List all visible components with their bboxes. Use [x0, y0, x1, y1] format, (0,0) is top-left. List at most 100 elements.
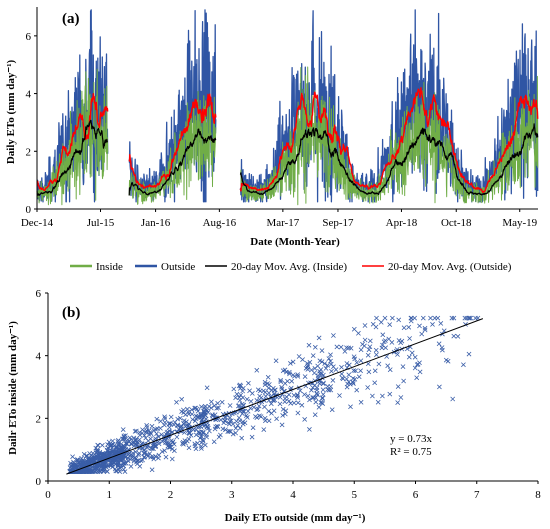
- scatter-point: [169, 446, 175, 452]
- scatter-point: [147, 451, 153, 456]
- scatter-point: [280, 413, 286, 418]
- scatter-point: [204, 432, 209, 438]
- scatter-point: [295, 393, 300, 399]
- scatter-point: [199, 440, 204, 446]
- scatter-point: [104, 469, 110, 474]
- scatter-point: [239, 435, 245, 441]
- scatter-point: [312, 412, 318, 418]
- scatter-point: [310, 395, 315, 401]
- scatter-point: [437, 384, 442, 390]
- scatter-point: [380, 342, 385, 348]
- scatter-point: [72, 462, 77, 468]
- scatter-point: [255, 387, 261, 393]
- scatter-point: [305, 393, 311, 399]
- scatter-point: [320, 396, 325, 401]
- scatter-point: [189, 407, 195, 413]
- scatter-point: [227, 415, 233, 420]
- scatter-point: [81, 451, 87, 457]
- scatter-point: [248, 399, 254, 404]
- scatter-point: [317, 368, 322, 374]
- scatter-point: [417, 323, 422, 329]
- scatter-point: [320, 387, 326, 393]
- scatter-point: [120, 456, 126, 462]
- panel-b-label: (b): [62, 305, 80, 321]
- scatter-point: [262, 415, 268, 421]
- panel-a-series: [36, 9, 539, 206]
- outside-moving-average-line-segment-3: [239, 87, 539, 193]
- scatter-point: [328, 384, 334, 389]
- scatter-point: [296, 354, 302, 359]
- scatter-point: [231, 386, 237, 392]
- scatter-point: [137, 430, 143, 435]
- scatter-point: [125, 458, 131, 464]
- scatter-point: [219, 399, 225, 405]
- scatter-point: [283, 408, 289, 414]
- scatter-point: [199, 434, 205, 440]
- scatter-point: [174, 399, 179, 405]
- scatter-point: [396, 317, 402, 323]
- scatter-point: [380, 332, 386, 338]
- scatter-point: [352, 376, 358, 382]
- scatter-point: [141, 454, 147, 460]
- scatter-point: [244, 396, 250, 402]
- scatter-point: [299, 402, 305, 408]
- scatter-point: [152, 441, 158, 447]
- scatter-point: [199, 417, 205, 423]
- scatter-point: [151, 456, 157, 462]
- scatter-point: [208, 405, 214, 411]
- scatter-point: [290, 359, 296, 365]
- scatter-point: [181, 418, 187, 423]
- scatter-point: [386, 336, 392, 342]
- scatter-point: [84, 466, 90, 472]
- scatter-point: [295, 395, 300, 400]
- scatter-point: [339, 371, 345, 377]
- scatter-point: [227, 403, 233, 408]
- scatter-point: [130, 450, 136, 456]
- scatter-point: [135, 440, 141, 446]
- scatter-point: [320, 395, 325, 401]
- scatter-point: [318, 400, 324, 405]
- scatter-point: [163, 440, 168, 446]
- panel-b-y-tick-label: 6: [36, 288, 42, 300]
- scatter-point: [88, 466, 94, 472]
- scatter-point: [370, 393, 375, 399]
- legend-item-avg-inside: 20-day Mov. Avg. (Inside): [205, 261, 347, 273]
- scatter-point: [263, 393, 269, 399]
- scatter-point: [199, 429, 204, 434]
- scatter-point: [117, 469, 123, 474]
- scatter-point: [207, 428, 212, 434]
- panel-a-y-axis-label: Daily ETo (mm day⁻¹): [5, 59, 17, 164]
- panel-b-axes: 0 2 4 6 0 1 2 3 4 5 6 7 8: [36, 288, 542, 501]
- scatter-point: [140, 457, 145, 463]
- scatter-point: [337, 393, 342, 398]
- scatter-point: [154, 431, 159, 437]
- scatter-point: [387, 367, 393, 373]
- scatter-point: [95, 447, 100, 452]
- scatter-point: [266, 385, 271, 391]
- scatter-point: [295, 410, 301, 416]
- scatter-point: [108, 442, 114, 448]
- scatter-point: [159, 449, 165, 454]
- scatter-point: [168, 414, 174, 420]
- scatter-point: [319, 359, 325, 365]
- scatter-point: [181, 441, 186, 447]
- scatter-point: [398, 340, 404, 346]
- scatter-point: [230, 421, 236, 427]
- scatter-point: [409, 315, 414, 321]
- scatter-point: [147, 429, 153, 435]
- scatter-point: [358, 358, 364, 364]
- scatter-point: [94, 453, 99, 459]
- scatter-point: [455, 334, 461, 339]
- panel-b-x-tick-label: 0: [45, 489, 51, 501]
- scatter-point: [328, 358, 333, 364]
- scatter-point: [373, 347, 379, 353]
- scatter-point: [414, 362, 420, 368]
- outside-moving-average-line-segment-2: [128, 93, 217, 189]
- scatter-point: [249, 391, 255, 396]
- scatter-point: [273, 358, 279, 364]
- scatter-point: [306, 342, 312, 348]
- scatter-point: [430, 322, 435, 327]
- scatter-point: [128, 457, 134, 462]
- scatter-point: [428, 315, 433, 321]
- scatter-point: [372, 380, 378, 386]
